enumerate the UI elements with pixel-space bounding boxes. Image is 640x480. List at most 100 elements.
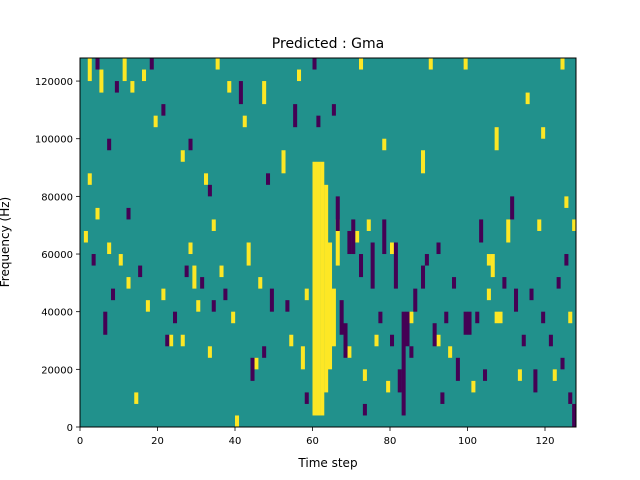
- heatmap-cell-low: [483, 369, 488, 381]
- heatmap-cell-low: [409, 346, 414, 358]
- heatmap-cell-low: [432, 323, 437, 347]
- heatmap-cell-high: [99, 69, 104, 93]
- heatmap-cell-low: [572, 403, 577, 427]
- heatmap-cell-high: [331, 288, 336, 347]
- heatmap-cell-low: [211, 300, 216, 312]
- heatmap-cell-high: [552, 369, 557, 381]
- heatmap-cell-high: [122, 58, 127, 82]
- heatmap-cell-high: [219, 265, 224, 278]
- heatmap-cell-low: [223, 288, 228, 301]
- heatmap-cell-low: [421, 265, 426, 289]
- heatmap-cell-low: [359, 254, 364, 278]
- heatmap-cell-high: [316, 161, 321, 416]
- heatmap-cell-low: [541, 311, 546, 324]
- heatmap-cell-low: [440, 392, 445, 404]
- heatmap-cell-high: [215, 58, 220, 70]
- heatmap-cell-high: [347, 346, 352, 358]
- heatmap-cell-low: [390, 334, 395, 347]
- heatmap-cell-high: [498, 311, 503, 324]
- heatmap-cell-low: [401, 311, 406, 416]
- x-axis-label: Time step: [297, 456, 357, 470]
- heatmap-cell-low: [91, 254, 96, 266]
- y-tick-label: 40000: [41, 308, 73, 319]
- heatmap-cell-high: [486, 254, 491, 266]
- heatmap-cell-low: [529, 288, 534, 301]
- heatmap-cell-low: [514, 288, 519, 312]
- heatmap-cell-low: [339, 300, 344, 335]
- heatmap-cell-high: [320, 161, 325, 416]
- heatmap-cell-high: [142, 69, 147, 82]
- heatmap-cell-low: [161, 104, 166, 116]
- heatmap-cell-high: [145, 300, 150, 312]
- heatmap-cell-low: [362, 403, 367, 416]
- heatmap-cell-low: [560, 357, 565, 370]
- heatmap-cell-low: [107, 138, 112, 151]
- heatmap-cell-high: [560, 58, 565, 70]
- y-axis: 0 20000 40000 60000 80000 100000 120000: [35, 77, 80, 434]
- heatmap-cell-low: [304, 392, 309, 404]
- heatmap-cell-low: [149, 58, 154, 70]
- heatmap-cell-low: [467, 311, 472, 335]
- heatmap-cell-low: [510, 196, 515, 220]
- heatmap-cell-high: [289, 334, 294, 347]
- heatmap-cell-high: [180, 150, 185, 162]
- heatmap-cell-high: [390, 242, 395, 255]
- heatmap-cell-low: [126, 207, 131, 220]
- x-tick-label: 20: [151, 436, 164, 447]
- heatmap-cell-low: [502, 277, 507, 289]
- heatmap-cell-low: [347, 230, 352, 255]
- heatmap-cell-high: [192, 265, 197, 289]
- heatmap-cell-low: [165, 334, 170, 347]
- heatmap-cell-low: [262, 346, 267, 358]
- heatmap-cell-low: [405, 311, 410, 347]
- heatmap-cell-high: [517, 369, 522, 381]
- heatmap-cell-low: [548, 334, 553, 347]
- heatmap-cell-high: [188, 242, 193, 255]
- heatmap-cell-high: [242, 115, 247, 128]
- heatmap-cell-high: [297, 69, 302, 82]
- heatmap-cell-high: [87, 58, 92, 82]
- heatmap-cell-high: [107, 242, 112, 255]
- x-axis: 0 20 40 60 80 100 120: [77, 427, 555, 447]
- heatmap-cell-low: [370, 242, 375, 289]
- heatmap-cell-high: [359, 58, 364, 70]
- heatmap-cell-high: [541, 127, 546, 139]
- heatmap-cell-high: [153, 115, 158, 128]
- heatmap-cell-high: [196, 300, 201, 312]
- heatmap-cell-low: [293, 104, 298, 128]
- heatmap-cell-low: [397, 369, 402, 393]
- heatmap-cell-high: [281, 150, 286, 174]
- heatmap-cell-high: [227, 81, 232, 93]
- heatmap-cell-low: [382, 219, 387, 255]
- heatmap-cell-low: [200, 277, 205, 289]
- heatmap-cell-high: [126, 277, 131, 289]
- heatmap-cell-low: [316, 115, 321, 128]
- y-tick-label: 0: [67, 423, 73, 434]
- heatmap-cell-high: [568, 311, 573, 324]
- y-tick-label: 60000: [41, 250, 73, 261]
- heatmap-cell-high: [328, 242, 333, 370]
- heatmap-cell-low: [335, 196, 340, 231]
- heatmap-cell-low: [564, 254, 569, 266]
- heatmap-cell-high: [355, 230, 360, 243]
- heatmap-cell-high: [335, 219, 340, 266]
- heatmap-cell-low: [378, 311, 383, 324]
- heatmap-cell-low: [207, 184, 212, 197]
- heatmap-cell-high: [421, 150, 426, 174]
- x-tick-label: 80: [384, 436, 397, 447]
- heatmap-cell-low: [556, 277, 561, 289]
- heatmap-cell-high: [572, 219, 577, 231]
- heatmap-cell-low: [351, 219, 356, 255]
- heatmap-cell-high: [374, 334, 379, 347]
- heatmap-cell-low: [479, 219, 484, 243]
- heatmap-cell-high: [525, 92, 530, 105]
- heatmap-cell-high: [180, 334, 185, 347]
- x-tick-label: 60: [306, 436, 319, 447]
- heatmap-cell-low: [436, 242, 441, 255]
- heatmap-cell-low: [250, 357, 255, 381]
- heatmap-cell-low: [111, 288, 116, 301]
- heatmap-cell-high: [386, 380, 391, 393]
- heatmap-cell-high: [83, 230, 88, 243]
- heatmap-cell-low: [444, 311, 449, 324]
